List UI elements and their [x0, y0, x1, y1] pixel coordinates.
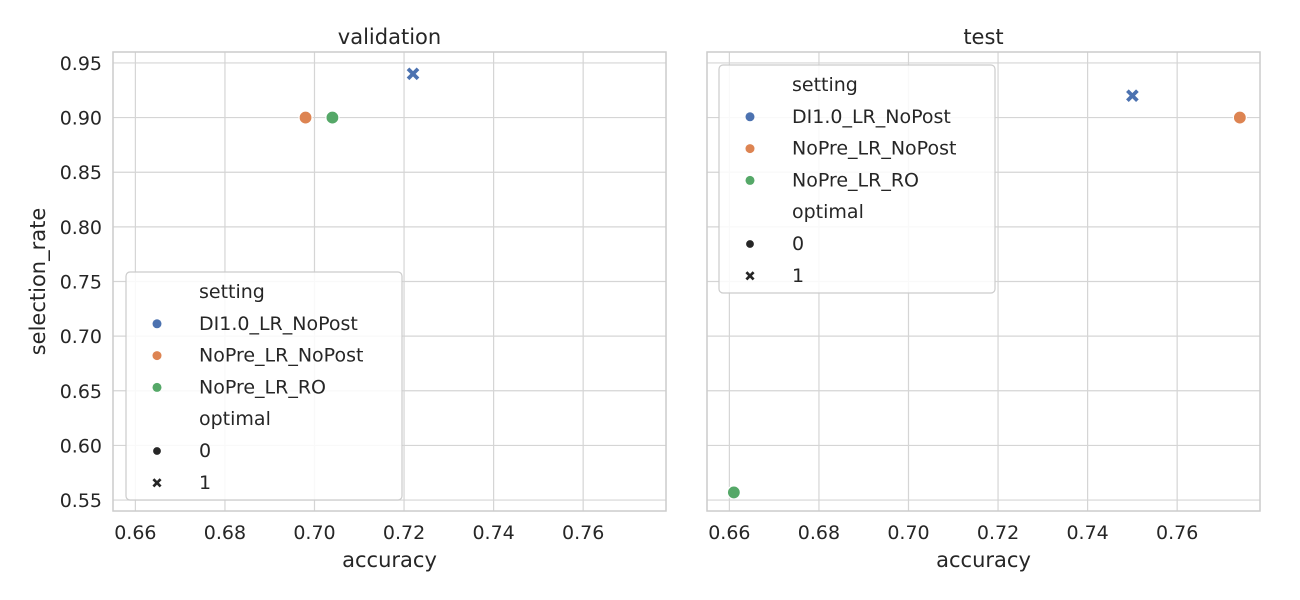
x-axis-label: accuracy — [936, 548, 1031, 572]
x-tick-label: 0.72 — [977, 522, 1019, 544]
legend-label: NoPre_LR_RO — [792, 169, 919, 191]
legend-label: 1 — [792, 265, 804, 287]
plot-frame — [112, 51, 667, 512]
y-tick-label: 0.65 — [60, 381, 102, 403]
data-point-NoPre_LR_NoPost — [298, 110, 313, 125]
data-point-DI1.0_LR_NoPost — [406, 67, 420, 81]
y-tick-label: 0.60 — [60, 435, 102, 457]
data-point-NoPre_LR_RO — [325, 110, 340, 125]
legend-marker-NoPre_LR_NoPost — [745, 144, 755, 154]
subplot-title: test — [963, 25, 1003, 49]
x-axis-label: accuracy — [342, 548, 437, 572]
y-tick-label: 0.90 — [60, 108, 102, 130]
x-tick-label: 0.76 — [1156, 522, 1198, 544]
legend-label: DI1.0_LR_NoPost — [792, 106, 951, 128]
x-tick-label: 0.68 — [204, 522, 246, 544]
y-tick-label: 0.70 — [60, 326, 102, 348]
legend-marker-NoPre_LR_RO — [745, 175, 755, 185]
legend-label: 1 — [199, 472, 211, 494]
legend-marker-DI1.0_LR_NoPost — [745, 112, 755, 122]
legend-title-optimal: optimal — [199, 408, 271, 430]
legend-box — [125, 271, 403, 501]
x-tick-label: 0.70 — [293, 522, 335, 544]
plot-frame — [706, 51, 1261, 512]
legend-marker-DI1.0_LR_NoPost — [152, 319, 162, 329]
subplot-test: test 0.66 0.68 0.70 0.72 0.74 0.76 accuracy sett… — [706, 25, 1261, 572]
legend-label: 0 — [792, 233, 804, 255]
legend-label: 0 — [199, 440, 211, 462]
x-tick-label: 0.70 — [887, 522, 929, 544]
x-tick-label: 0.66 — [708, 522, 750, 544]
y-tick-label: 0.80 — [60, 217, 102, 239]
legend-marker-NoPre_LR_NoPost — [152, 351, 162, 361]
legend: setting DI1.0_LR_NoPost NoPre_LR_NoPost NoP… — [125, 271, 403, 501]
y-axis-label: selection_rate — [26, 208, 51, 356]
x-tick-label: 0.68 — [798, 522, 840, 544]
y-tick-label: 0.75 — [60, 272, 102, 294]
x-tick-label: 0.74 — [472, 522, 514, 544]
x-tick-label: 0.66 — [114, 522, 156, 544]
legend-title-optimal: optimal — [792, 201, 864, 223]
legend: setting DI1.0_LR_NoPost NoPre_LR_NoPost NoP… — [718, 64, 996, 294]
legend-marker-optimal-1 — [745, 271, 755, 281]
y-tick-label: 0.55 — [60, 490, 102, 512]
legend-title-setting: setting — [199, 281, 265, 303]
y-tick-label: 0.85 — [60, 162, 102, 184]
legend-label: NoPre_LR_RO — [199, 376, 326, 398]
legend-marker-NoPre_LR_RO — [152, 382, 162, 392]
legend-title-setting: setting — [792, 74, 858, 96]
data-point-NoPre_LR_NoPost — [1232, 110, 1247, 125]
legend-label: NoPre_LR_NoPost — [792, 138, 956, 160]
x-tick-label: 0.72 — [383, 522, 425, 544]
legend-box — [718, 64, 996, 294]
data-point-DI1.0_LR_NoPost — [1126, 89, 1139, 103]
legend-label: NoPre_LR_NoPost — [199, 345, 363, 367]
legend-marker-optimal-1 — [152, 478, 162, 488]
legend-marker-optimal-0 — [744, 238, 756, 250]
y-tick-label: 0.95 — [60, 53, 102, 75]
subplot-title: validation — [338, 25, 441, 49]
data-point-NoPre_LR_RO — [726, 485, 741, 500]
subplot-validation: validation 0.66 0.68 0.70 0.72 0.74 0.76 accura… — [26, 25, 667, 572]
legend-marker-optimal-0 — [151, 445, 163, 457]
x-tick-label: 0.76 — [562, 522, 604, 544]
legend-label: DI1.0_LR_NoPost — [199, 313, 358, 335]
x-tick-label: 0.74 — [1066, 522, 1108, 544]
